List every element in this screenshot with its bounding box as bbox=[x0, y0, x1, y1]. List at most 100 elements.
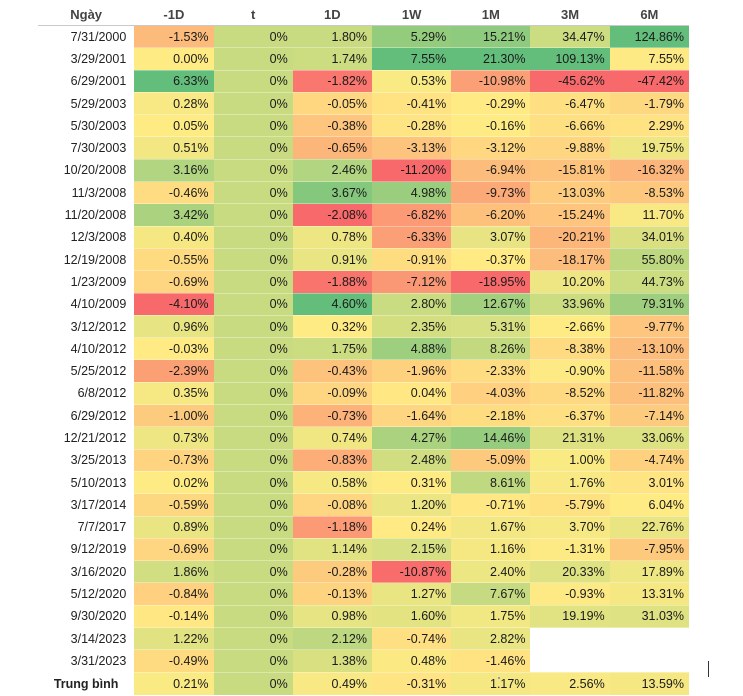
date-cell: 10/20/2008 bbox=[38, 159, 135, 183]
date-cell: 5/29/2003 bbox=[38, 92, 135, 116]
value-cell: 3.01% bbox=[609, 471, 689, 495]
value-cell: 0% bbox=[213, 270, 293, 294]
value-cell: 0% bbox=[213, 471, 293, 495]
value-cell: 0% bbox=[213, 337, 293, 361]
value-cell: 1.17% bbox=[451, 671, 531, 696]
value-cell: 1.76% bbox=[530, 471, 610, 495]
value-cell: 2.56% bbox=[530, 671, 610, 696]
table-row: 6/29/2012 -1.00% 0% -0.73% -1.64% -2.18% -6.37… bbox=[38, 404, 689, 428]
value-cell: 0.40% bbox=[134, 226, 214, 249]
value-cell: 0% bbox=[213, 114, 293, 138]
value-cell: 17.89% bbox=[609, 560, 689, 584]
value-cell: -2.08% bbox=[292, 203, 372, 227]
value-cell: -10.87% bbox=[371, 560, 452, 584]
value-cell: -0.69% bbox=[134, 538, 214, 562]
value-cell: 0.24% bbox=[371, 516, 452, 539]
value-cell: 2.82% bbox=[451, 627, 531, 651]
value-cell: -0.28% bbox=[292, 560, 372, 584]
value-cell: 31.03% bbox=[609, 605, 689, 629]
value-cell: -1.88% bbox=[292, 270, 372, 294]
value-cell: -9.88% bbox=[530, 136, 610, 160]
date-cell: 3/14/2023 bbox=[38, 627, 135, 651]
value-cell: -11.82% bbox=[609, 382, 689, 406]
date-cell: 12/3/2008 bbox=[38, 226, 135, 249]
value-cell: -0.46% bbox=[134, 181, 214, 205]
table-row: 5/10/2013 0.02% 0% 0.58% 0.31% 8.61% 1.76% 3.01… bbox=[38, 471, 689, 495]
value-cell: 4.98% bbox=[371, 181, 452, 205]
value-cell: -0.59% bbox=[134, 493, 214, 517]
value-cell: 0% bbox=[213, 538, 293, 562]
value-cell: 5.31% bbox=[451, 315, 531, 339]
value-cell: -5.79% bbox=[530, 493, 610, 517]
value-cell: 0% bbox=[213, 226, 293, 249]
value-cell: 34.47% bbox=[530, 25, 610, 49]
artifact-dot bbox=[498, 677, 500, 679]
table-row: 5/25/2012 -2.39% 0% -0.43% -1.96% -2.33% -0.90… bbox=[38, 359, 689, 383]
table-row: 4/10/2009 -4.10% 0% 4.60% 2.80% 12.67% 33.96% 7… bbox=[38, 293, 689, 316]
value-cell: -2.18% bbox=[451, 404, 531, 428]
average-label: Trung bình bbox=[38, 671, 135, 696]
date-cell: 4/10/2009 bbox=[38, 293, 135, 316]
value-cell: 4.88% bbox=[371, 337, 452, 361]
value-cell: -16.32% bbox=[609, 159, 689, 183]
date-cell: 3/31/2023 bbox=[38, 649, 135, 673]
value-cell: 1.00% bbox=[530, 449, 610, 472]
value-cell: -0.28% bbox=[371, 114, 452, 138]
value-cell: -18.17% bbox=[530, 248, 610, 272]
value-cell: 13.59% bbox=[609, 671, 689, 696]
value-cell: 4.27% bbox=[371, 426, 452, 450]
date-cell: 9/12/2019 bbox=[38, 538, 135, 562]
column-header: 3M bbox=[530, 3, 610, 26]
value-cell: 0.28% bbox=[134, 92, 214, 116]
value-cell: 0.35% bbox=[134, 382, 214, 406]
value-cell: 2.12% bbox=[292, 627, 372, 651]
value-cell: -15.81% bbox=[530, 159, 610, 183]
value-cell: -9.73% bbox=[451, 181, 531, 205]
value-cell: -1.64% bbox=[371, 404, 452, 428]
table-row: 5/29/2003 0.28% 0% -0.05% -0.41% -0.29% -6.47%… bbox=[38, 92, 689, 116]
value-cell: 55.80% bbox=[609, 248, 689, 272]
value-cell: -0.37% bbox=[451, 248, 531, 272]
value-cell: -11.58% bbox=[609, 359, 689, 383]
value-cell: 2.40% bbox=[451, 560, 531, 584]
edge-mark bbox=[708, 661, 709, 677]
value-cell: -0.43% bbox=[292, 359, 372, 383]
value-cell: -0.90% bbox=[530, 359, 610, 383]
date-cell: 7/7/2017 bbox=[38, 516, 135, 539]
date-cell: 3/12/2012 bbox=[38, 315, 135, 339]
table-body: 7/31/2000 -1.53% 0% 1.80% 5.29% 15.21% 34.47% 1… bbox=[38, 25, 689, 696]
value-cell: 11.70% bbox=[609, 203, 689, 227]
value-cell: 33.96% bbox=[530, 293, 610, 316]
date-cell: 6/8/2012 bbox=[38, 382, 135, 406]
value-cell: 0% bbox=[213, 493, 293, 517]
value-cell: 0% bbox=[213, 92, 293, 116]
value-cell: 10.20% bbox=[530, 270, 610, 294]
value-cell: -0.84% bbox=[134, 582, 214, 606]
value-cell: 21.30% bbox=[451, 47, 531, 71]
value-cell: 7.55% bbox=[609, 47, 689, 71]
column-header: t bbox=[213, 3, 293, 26]
value-cell: 0% bbox=[213, 248, 293, 272]
value-cell: 1.80% bbox=[292, 25, 372, 49]
value-cell: -0.69% bbox=[134, 270, 214, 294]
value-cell: 3.16% bbox=[134, 159, 214, 183]
value-cell: 0.91% bbox=[292, 248, 372, 272]
table-row: 7/30/2003 0.51% 0% -0.65% -3.13% -3.12% -9.88%… bbox=[38, 136, 689, 160]
table-row: 3/29/2001 0.00% 0% 1.74% 7.55% 21.30% 109.13% 7… bbox=[38, 47, 689, 71]
value-cell: -1.18% bbox=[292, 516, 372, 539]
value-cell: -0.31% bbox=[371, 671, 452, 696]
value-cell: 6.33% bbox=[134, 70, 214, 93]
value-cell: 0.53% bbox=[371, 70, 452, 93]
value-cell: 0.00% bbox=[134, 47, 214, 71]
table-row: 7/31/2000 -1.53% 0% 1.80% 5.29% 15.21% 34.47% 1… bbox=[38, 25, 689, 49]
value-cell: -2.33% bbox=[451, 359, 531, 383]
value-cell: -0.91% bbox=[371, 248, 452, 272]
value-cell: -0.71% bbox=[451, 493, 531, 517]
value-cell: 0.58% bbox=[292, 471, 372, 495]
value-cell: -0.83% bbox=[292, 449, 372, 472]
table-row: 6/29/2001 6.33% 0% -1.82% 0.53% -10.98% -45.62… bbox=[38, 70, 689, 93]
value-cell: 20.33% bbox=[530, 560, 610, 584]
value-cell: 6.04% bbox=[609, 493, 689, 517]
value-cell: 14.46% bbox=[451, 426, 531, 450]
value-cell: -0.05% bbox=[292, 92, 372, 116]
